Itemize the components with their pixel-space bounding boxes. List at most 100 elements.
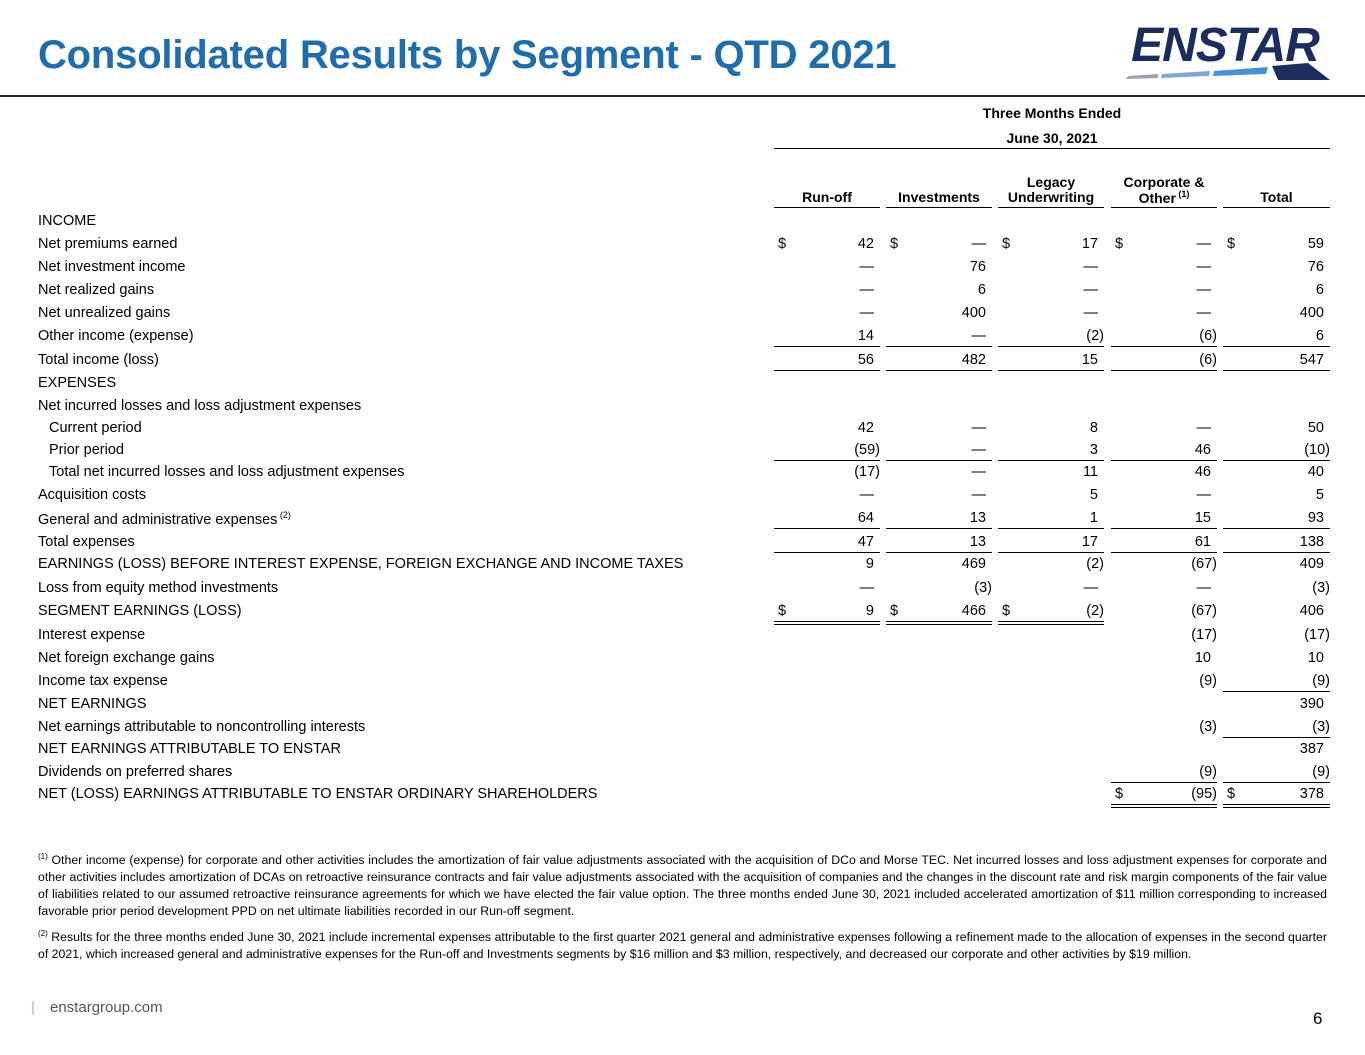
row-label: Net incurred losses and loss adjustment …	[38, 398, 362, 414]
cell-value: (9)	[1312, 764, 1330, 780]
table-row: INCOME	[0, 210, 1365, 232]
column-header-underline	[1223, 207, 1330, 208]
cell-value: (9)	[1312, 673, 1330, 689]
total-underline	[774, 460, 880, 461]
table-row: SEGMENT EARNINGS (LOSS) $9 $466 $ (2) (67) 406	[0, 600, 1365, 622]
cell-value: (6)	[1199, 328, 1217, 344]
cell-value: (17)	[854, 464, 880, 480]
cell-value: 64	[857, 510, 874, 526]
row-label: Acquisition costs	[38, 487, 146, 503]
row-label: Net premiums earned	[38, 236, 178, 252]
column-header: Investments	[898, 189, 980, 205]
column-header-line1: Legacy	[1026, 174, 1076, 190]
total-underline	[1111, 552, 1217, 553]
page-number: 6	[1313, 1009, 1323, 1028]
row-label: Interest expense	[38, 627, 146, 643]
cell-value: 15	[1194, 510, 1211, 526]
cell-value: (3)	[1199, 719, 1217, 735]
cell-value: 5	[1089, 487, 1098, 503]
cell-value: 11	[1082, 464, 1098, 480]
table-row: General and administrative expenses (2) 6…	[0, 507, 1365, 529]
cell-value: (3)	[1312, 719, 1330, 735]
currency-symbol: $	[1002, 603, 1011, 619]
table-row: Loss from equity method investments — (3) —…	[0, 577, 1365, 599]
table-row: Net unrealized gains — 400 — — 400	[0, 302, 1365, 324]
cell-value: —	[859, 259, 875, 275]
table-row: Interest expense (17) (17)	[0, 624, 1365, 646]
table-row: Acquisition costs — — 5 — 5	[0, 484, 1365, 506]
cell-value: 40	[1307, 464, 1324, 480]
double-underline	[886, 621, 992, 625]
cell-value: —	[1083, 580, 1099, 596]
cell-value: 9	[865, 603, 874, 619]
row-label: EARNINGS (LOSS) BEFORE INTEREST EXPENSE,…	[38, 556, 684, 572]
cell-value: 46	[1194, 442, 1211, 458]
cell-value: —	[1196, 236, 1212, 252]
row-label: NET (LOSS) EARNINGS ATTRIBUTABLE TO ENST…	[38, 786, 598, 802]
cell-value: (2)	[1086, 603, 1104, 619]
column-header: Run-off	[802, 189, 852, 205]
row-label: EXPENSES	[38, 375, 117, 391]
cell-value: (67)	[1191, 556, 1217, 572]
footnote: (2) Results for the three months ended J…	[38, 929, 1327, 961]
cell-value: —	[1196, 487, 1212, 503]
cell-value: 466	[961, 603, 986, 619]
cell-value: 76	[969, 259, 986, 275]
cell-value: (95)	[1191, 786, 1217, 802]
cell-value: 378	[1299, 786, 1324, 802]
column-header-underline	[1111, 207, 1217, 208]
cell-value: 1	[1089, 510, 1098, 526]
currency-symbol: $	[1115, 236, 1124, 252]
cell-value: 42	[857, 420, 874, 436]
cell-value: (17)	[1304, 627, 1330, 643]
total-underline	[774, 370, 880, 371]
cell-value: 6	[1315, 282, 1324, 298]
cell-value: 46	[1194, 464, 1211, 480]
title-divider	[0, 95, 1365, 97]
table-row: Net investment income — 76 — — 76	[0, 256, 1365, 278]
column-header-line1: Corporate &	[1123, 174, 1205, 190]
table-row: Income tax expense (9) (9)	[0, 670, 1365, 692]
row-label: Income tax expense	[38, 673, 168, 689]
total-underline	[1111, 782, 1217, 783]
cell-value: 6	[1315, 328, 1324, 344]
cell-value: (59)	[854, 442, 880, 458]
table-row: Total income (loss) 56 482 15 (6) 547	[0, 349, 1365, 371]
cell-value: 76	[1307, 259, 1324, 275]
table-row: Other income (expense) 14 — (2) (6) 6	[0, 325, 1365, 347]
total-underline	[1111, 346, 1217, 347]
table-row: Total net incurred losses and loss adjus…	[0, 461, 1365, 483]
column-header: Other (1)	[1138, 189, 1190, 206]
cell-value: (67)	[1191, 603, 1217, 619]
cell-value: 387	[1299, 741, 1324, 757]
row-label: Total income (loss)	[38, 352, 159, 368]
currency-symbol: $	[1227, 236, 1236, 252]
double-underline	[1111, 804, 1217, 808]
row-label: Net earnings attributable to noncontroll…	[38, 719, 366, 735]
currency-symbol: $	[890, 603, 899, 619]
row-label: NET EARNINGS ATTRIBUTABLE TO ENSTAR	[38, 741, 341, 757]
row-label: Prior period	[49, 442, 124, 458]
row-label: INCOME	[38, 213, 96, 229]
table-row: Net incurred losses and loss adjustment …	[0, 395, 1365, 417]
table-row: Net foreign exchange gains 10 10	[0, 647, 1365, 669]
total-underline	[774, 528, 880, 529]
cell-value: —	[1196, 420, 1212, 436]
currency-symbol: $	[1115, 786, 1124, 802]
row-label: General and administrative expenses (2)	[38, 510, 291, 528]
currency-symbol: $	[778, 236, 787, 252]
total-underline	[1111, 370, 1217, 371]
currency-symbol: $	[1002, 236, 1011, 252]
cell-value: 14	[857, 328, 874, 344]
row-label: Net unrealized gains	[38, 305, 171, 321]
total-underline	[1223, 737, 1330, 738]
cell-value: —	[859, 487, 875, 503]
cell-value: (17)	[1191, 627, 1217, 643]
table-row: EXPENSES	[0, 372, 1365, 394]
cell-value: 547	[1299, 352, 1324, 368]
table-row: Total expenses 47 13 17 61 138	[0, 531, 1365, 553]
table-row: NET (LOSS) EARNINGS ATTRIBUTABLE TO ENST…	[0, 783, 1365, 805]
footnote: (1) Other income (expense) for corporate…	[38, 852, 1327, 918]
double-underline	[998, 621, 1104, 625]
period-line-1: Three Months Ended	[982, 105, 1122, 121]
